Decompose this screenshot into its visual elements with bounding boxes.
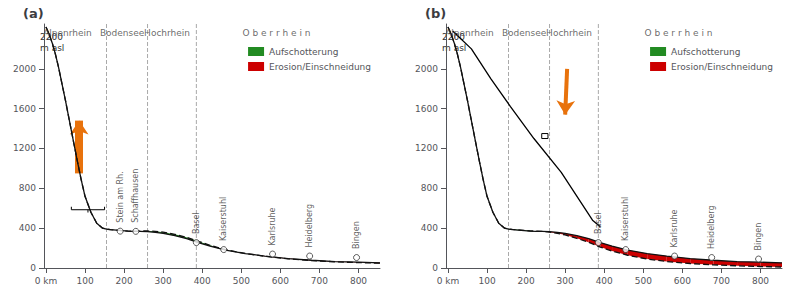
svg-text:Alpenrhein: Alpenrhein	[445, 28, 494, 38]
svg-text:800: 800	[421, 183, 438, 193]
svg-text:(b): (b)	[425, 6, 446, 21]
svg-text:Karlsruhe: Karlsruhe	[268, 207, 277, 245]
svg-text:Bingen: Bingen	[352, 221, 361, 249]
svg-text:Basel: Basel	[192, 212, 201, 234]
svg-text:800: 800	[19, 183, 36, 193]
svg-text:400: 400	[596, 276, 613, 286]
svg-text:0: 0	[30, 263, 36, 273]
svg-text:Basel: Basel	[594, 212, 603, 234]
svg-text:700: 700	[713, 276, 730, 286]
svg-text:500: 500	[635, 276, 652, 286]
svg-text:1600: 1600	[13, 104, 36, 114]
svg-text:200: 200	[115, 276, 132, 286]
svg-text:500: 500	[233, 276, 250, 286]
svg-text:800: 800	[350, 276, 367, 286]
svg-text:Hochrhein: Hochrhein	[144, 28, 190, 38]
svg-text:Heidelberg: Heidelberg	[707, 205, 716, 249]
svg-text:Karlsruhe: Karlsruhe	[670, 209, 679, 247]
svg-text:400: 400	[19, 223, 36, 233]
svg-text:Aufschotterung: Aufschotterung	[671, 47, 740, 57]
svg-text:(a): (a)	[23, 6, 44, 21]
svg-text:1600: 1600	[415, 104, 438, 114]
svg-text:Erosion/Einschneidung: Erosion/Einschneidung	[269, 62, 371, 72]
svg-text:m asl: m asl	[442, 42, 467, 53]
svg-text:700: 700	[311, 276, 328, 286]
svg-text:400: 400	[194, 276, 211, 286]
svg-text:Schaffhausen: Schaffhausen	[131, 169, 140, 223]
svg-text:1200: 1200	[13, 143, 36, 153]
svg-text:Erosion/Einschneidung: Erosion/Einschneidung	[671, 62, 773, 72]
svg-text:200: 200	[517, 276, 534, 286]
svg-text:0 km: 0 km	[35, 276, 58, 286]
svg-text:0: 0	[432, 263, 438, 273]
svg-text:100: 100	[76, 276, 93, 286]
svg-text:0 km: 0 km	[437, 276, 460, 286]
svg-text:2000: 2000	[415, 64, 438, 74]
svg-text:Kaiserstuhl: Kaiserstuhl	[219, 197, 228, 241]
svg-text:m asl: m asl	[40, 42, 65, 53]
svg-text:Aufschotterung: Aufschotterung	[269, 47, 338, 57]
svg-text:2000: 2000	[13, 64, 36, 74]
svg-text:300: 300	[155, 276, 172, 286]
svg-text:400: 400	[421, 223, 438, 233]
svg-text:300: 300	[557, 276, 574, 286]
svg-text:600: 600	[272, 276, 289, 286]
svg-text:Stein am Rh.: Stein am Rh.	[116, 171, 125, 222]
svg-text:Alpenrhein: Alpenrhein	[43, 28, 92, 38]
svg-text:100: 100	[478, 276, 495, 286]
svg-text:O b e r r h e i n: O b e r r h e i n	[242, 28, 310, 38]
svg-text:Bodensee: Bodensee	[502, 28, 547, 38]
svg-text:O b e r r h e i n: O b e r r h e i n	[644, 28, 712, 38]
svg-text:600: 600	[674, 276, 691, 286]
svg-text:1200: 1200	[415, 143, 438, 153]
svg-text:800: 800	[752, 276, 769, 286]
svg-text:Kaiserstuhl: Kaiserstuhl	[621, 197, 630, 241]
svg-text:Bodensee: Bodensee	[100, 28, 145, 38]
svg-text:Heidelberg: Heidelberg	[305, 204, 314, 248]
svg-text:Bingen: Bingen	[754, 223, 763, 251]
svg-text:Hochrhein: Hochrhein	[546, 28, 592, 38]
